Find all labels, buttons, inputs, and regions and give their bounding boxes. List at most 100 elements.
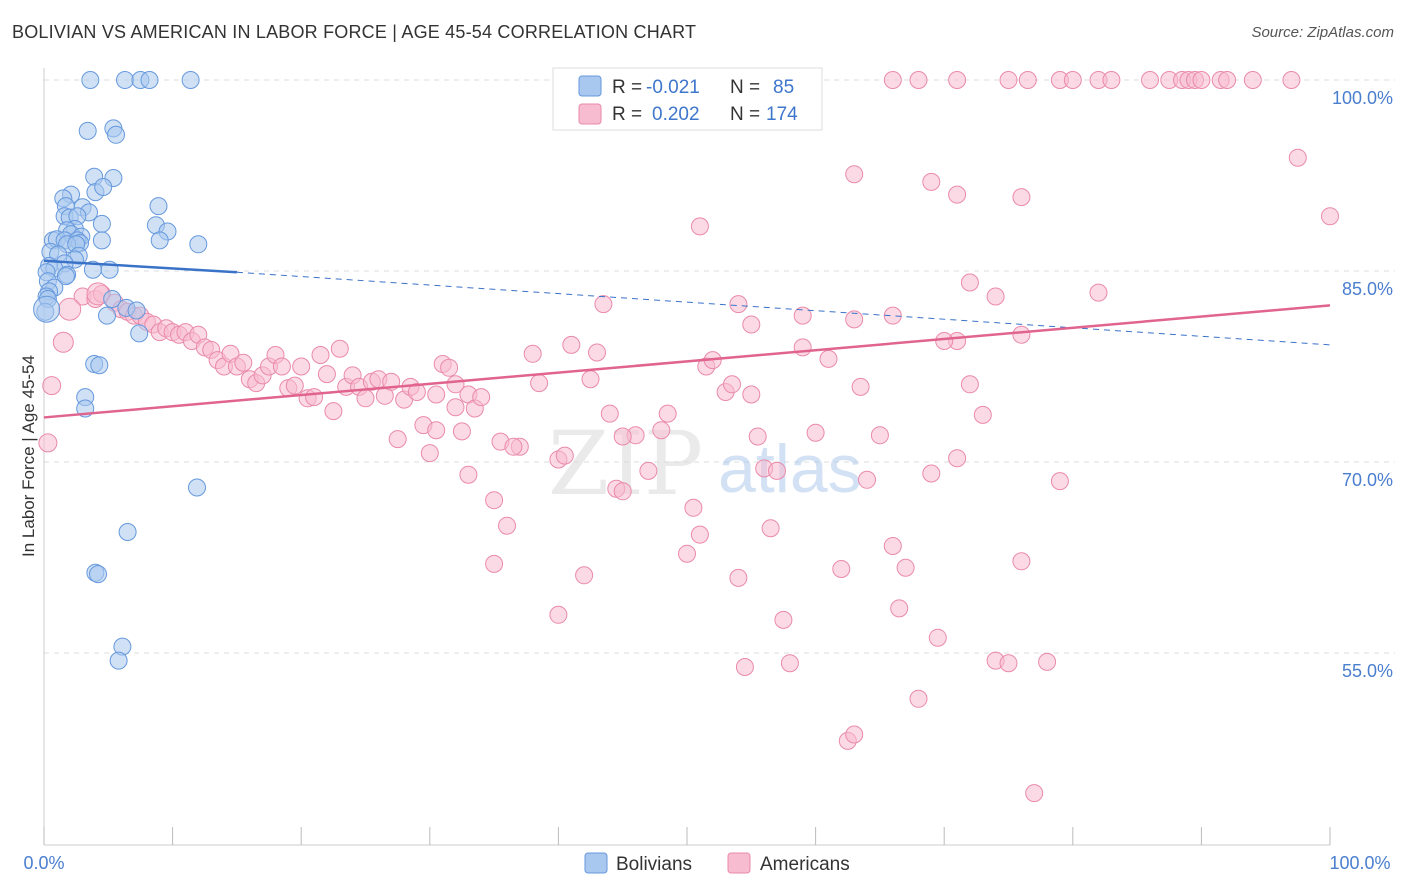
- americans-point: [851, 377, 870, 396]
- americans-point: [1012, 552, 1031, 571]
- americans-point: [1089, 283, 1108, 302]
- americans-point: [845, 725, 864, 744]
- y-tick-label: 70.0%: [1342, 470, 1393, 490]
- americans-point: [819, 349, 838, 368]
- americans-point: [948, 71, 967, 89]
- bolivians-point: [181, 71, 200, 89]
- americans-point: [729, 295, 748, 314]
- americans-point: [588, 343, 606, 362]
- americans-point: [735, 658, 754, 676]
- bolivians-series: [33, 71, 208, 670]
- americans-point: [690, 217, 709, 236]
- americans-point: [581, 370, 600, 389]
- bottom-legend-swatch-americans: [727, 852, 751, 874]
- bolivians-point: [92, 214, 111, 233]
- americans-point: [639, 461, 658, 480]
- legend-n-value-americans: 174: [766, 104, 798, 125]
- americans-point: [1321, 207, 1339, 226]
- americans-point: [1038, 652, 1057, 671]
- bolivians-point: [189, 235, 208, 254]
- bolivians-point: [127, 301, 146, 320]
- americans-point: [1288, 148, 1307, 167]
- americans-point: [420, 444, 439, 463]
- americans-point: [613, 482, 632, 501]
- americans-point: [407, 383, 426, 401]
- bolivians-point: [109, 651, 128, 670]
- trendlines: [43, 259, 1331, 419]
- americans-point: [446, 398, 465, 417]
- bottom-legend-swatch-bolivians: [584, 852, 608, 874]
- americans-point: [1012, 188, 1031, 207]
- americans-point: [613, 427, 632, 446]
- bolivians-point: [56, 267, 75, 286]
- americans-point: [1050, 472, 1069, 491]
- americans-point: [960, 375, 979, 394]
- americans-point: [858, 470, 876, 489]
- americans-point: [446, 375, 465, 394]
- americans-point: [729, 568, 748, 587]
- americans-point: [774, 610, 793, 629]
- americans-point: [742, 315, 761, 334]
- y-tick-labels: 55.0% 70.0% 85.0% 100.0%: [1332, 88, 1393, 681]
- americans-point: [793, 338, 812, 357]
- americans-point: [388, 430, 407, 449]
- legend-n-value-bolivians: 85: [773, 77, 794, 98]
- americans-point: [948, 449, 967, 468]
- bolivians-point: [94, 178, 113, 196]
- x-tick-label-min: 0.0%: [23, 853, 64, 873]
- bolivians-point: [98, 306, 116, 325]
- americans-point: [896, 558, 915, 577]
- americans-trendline: [43, 304, 1331, 419]
- americans-point: [723, 375, 741, 394]
- bolivians-point: [130, 324, 149, 343]
- series-legend: Bolivians Americans: [584, 852, 850, 875]
- x-tick-label-max: 100.0%: [1329, 853, 1390, 873]
- americans-point: [832, 560, 851, 578]
- americans-point: [1012, 325, 1031, 344]
- americans-point: [909, 71, 928, 89]
- bottom-legend-label-bolivians: Bolivians: [616, 854, 692, 875]
- americans-point: [1063, 71, 1082, 89]
- legend-n-label-bolivians: N =: [730, 77, 760, 98]
- bottom-legend-label-americans: Americans: [760, 854, 850, 875]
- bolivians-point: [81, 71, 100, 89]
- americans-point: [440, 358, 459, 377]
- americans-point: [459, 465, 478, 484]
- americans-point: [42, 376, 62, 396]
- americans-point: [658, 404, 677, 423]
- bolivians-point: [89, 565, 107, 584]
- bolivians-point: [140, 71, 159, 89]
- x-ticks: [43, 827, 1331, 845]
- americans-point: [973, 405, 992, 424]
- americans-point: [324, 402, 343, 421]
- americans-point: [58, 297, 82, 321]
- americans-point: [356, 389, 375, 408]
- bolivians-point: [188, 478, 206, 497]
- americans-point: [317, 365, 336, 384]
- americans-point: [485, 554, 504, 573]
- bolivians-point: [78, 121, 97, 140]
- watermark-atlas: atlas: [718, 431, 862, 507]
- y-tick-label: 100.0%: [1332, 88, 1393, 108]
- americans-point: [960, 273, 979, 292]
- americans-point: [272, 357, 291, 376]
- bolivians-point: [118, 523, 137, 541]
- americans-point: [1025, 784, 1044, 803]
- americans-point: [909, 689, 928, 708]
- americans-point: [935, 332, 954, 350]
- americans-point: [986, 287, 1005, 306]
- americans-point: [780, 654, 799, 673]
- americans-point: [452, 422, 471, 441]
- americans-point: [948, 185, 967, 204]
- americans-point: [1192, 71, 1211, 89]
- americans-point: [330, 339, 349, 358]
- americans-point: [292, 357, 311, 376]
- americans-point: [38, 433, 58, 453]
- americans-point: [793, 306, 812, 325]
- americans-point: [427, 421, 446, 440]
- americans-point: [652, 421, 671, 440]
- americans-point: [890, 599, 909, 618]
- americans-point: [768, 461, 786, 480]
- americans-point: [555, 446, 574, 465]
